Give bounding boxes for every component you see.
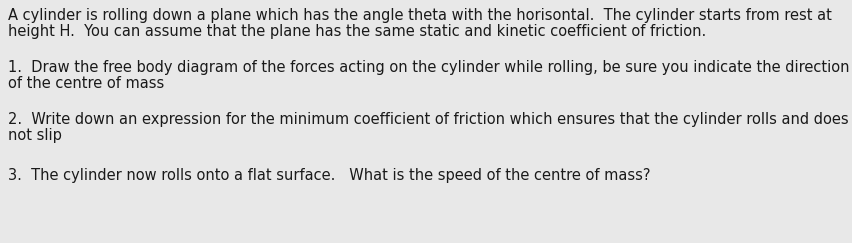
Text: 1.  Draw the free body diagram of the forces acting on the cylinder while rollin: 1. Draw the free body diagram of the for… [8,60,849,75]
Text: 3.  The cylinder now rolls onto a flat surface.   What is the speed of the centr: 3. The cylinder now rolls onto a flat su… [8,168,650,183]
Text: height H.  You can assume that the plane has the same static and kinetic coeffic: height H. You can assume that the plane … [8,24,705,39]
Text: A cylinder is rolling down a plane which has the angle theta with the horisontal: A cylinder is rolling down a plane which… [8,8,831,23]
Text: 2.  Write down an expression for the minimum coefficient of friction which ensur: 2. Write down an expression for the mini… [8,112,848,127]
Text: of the centre of mass: of the centre of mass [8,76,164,91]
Text: not slip: not slip [8,128,62,143]
